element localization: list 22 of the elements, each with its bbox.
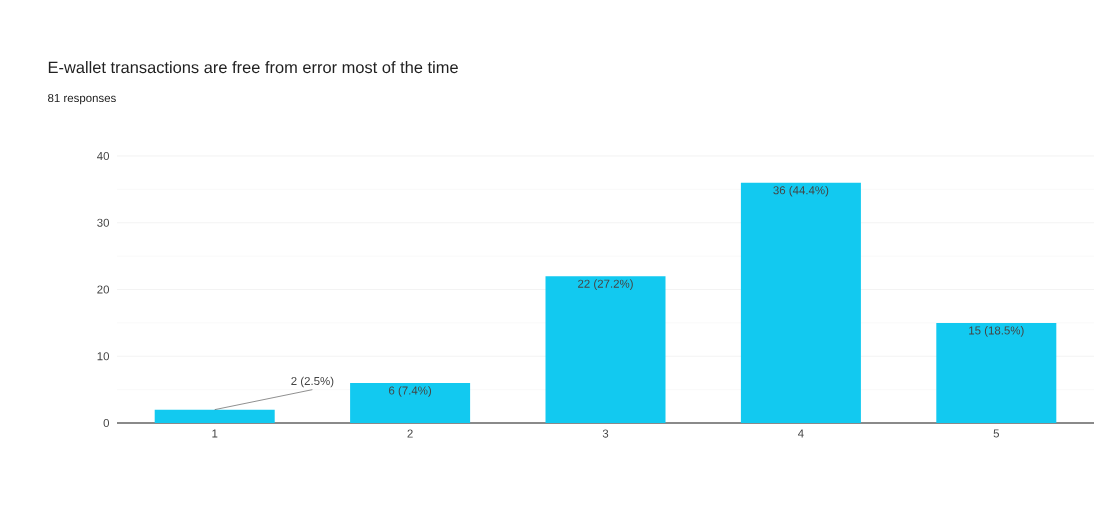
- y-tick-label: 10: [97, 352, 110, 361]
- x-tick-label: 2: [407, 429, 413, 438]
- y-tick-label: 30: [97, 218, 110, 227]
- chart-title: E-wallet transactions are free from error most of the time: [48, 61, 458, 74]
- bar: [545, 276, 666, 423]
- chart-subtitle: 81 responses: [48, 94, 116, 105]
- data-label: 2 (2.5%): [291, 376, 334, 388]
- y-tick-label: 40: [97, 151, 110, 161]
- x-tick-label: 5: [993, 429, 1000, 438]
- bar: [154, 409, 275, 423]
- bar: [936, 322, 1057, 423]
- data-label: 15 (18.5%): [969, 326, 1024, 337]
- x-tick-label: 3: [602, 429, 609, 438]
- data-label: 22 (27.2%): [578, 279, 633, 291]
- data-label: 6 (7.4%): [389, 386, 432, 397]
- y-tick-label: 0: [103, 418, 110, 428]
- bar: [350, 382, 471, 423]
- bar: [740, 182, 861, 423]
- x-tick-label: 4: [797, 429, 804, 438]
- data-label: 36 (44.4%): [773, 185, 829, 197]
- x-tick-label: 1: [212, 429, 218, 438]
- y-tick-label: 20: [97, 285, 110, 294]
